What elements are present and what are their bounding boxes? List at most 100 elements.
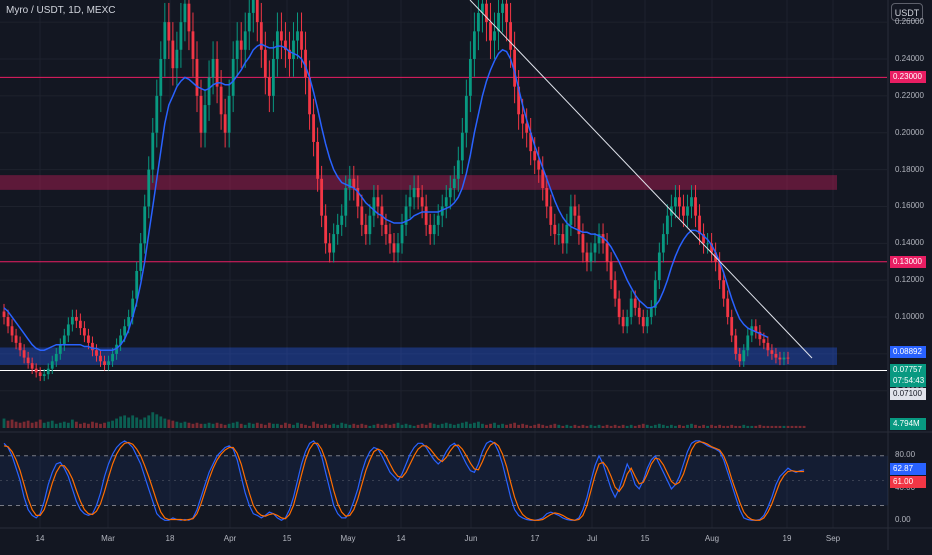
stoch-d-line [3,441,805,521]
trendline [469,0,813,359]
volume-bar [593,425,597,428]
volume-bar [219,423,223,428]
volume-bar [83,422,86,428]
candle-body [529,132,533,152]
candle-body [750,326,754,336]
volume-bar [633,425,637,428]
candle-body [541,169,545,189]
volume-bar [243,424,247,428]
candle-body [127,317,131,327]
volume-bar [645,424,649,428]
volume-bar [481,423,484,428]
candle-body [123,326,127,336]
candle-body [481,3,484,13]
candle-body [139,243,143,271]
volume-bar [448,423,452,428]
candle-body [617,298,621,318]
volume-bar [320,424,324,428]
candle-body [509,22,512,50]
candle-body [159,58,163,96]
candle-body [179,22,183,50]
volume-bar [690,423,693,428]
moving-average-line [3,43,769,351]
volume-bar [412,425,416,428]
volume-bar [629,424,633,428]
candle-body [702,234,705,244]
volume-bar [332,423,336,428]
volume-bar [416,424,420,428]
candle-body [360,206,364,225]
candle-body [95,350,98,356]
volume-bar [251,423,255,428]
volume-bar [215,422,219,428]
candle-body [653,280,657,308]
volume-bar [573,424,577,428]
candle-body [296,31,299,41]
candle-body [557,234,561,236]
candle-body [657,252,661,281]
candle-body [525,123,529,133]
volume-bar [436,424,440,428]
candle-body [155,95,159,133]
time-tick: Apr [223,534,237,543]
time-tick: 15 [282,534,292,543]
volume-bar [517,424,521,428]
chart-title[interactable]: Myro / USDT, 1D, MEXC [6,5,116,16]
candle-body [223,114,227,133]
volume-bar [34,421,38,428]
candle-body [14,335,18,343]
volume-bar [227,423,231,428]
candle-body [440,206,444,216]
volume-bar [485,424,488,428]
candle-body [207,77,211,106]
candle-body [151,132,155,170]
candle-body [766,342,770,351]
candle-body [219,86,223,115]
candle-body [54,353,58,362]
candle-body [352,178,356,189]
volume-bar [734,425,738,428]
volume-bar [179,422,183,428]
volume-bar [549,424,553,428]
volume-bar [428,422,432,428]
volume-bar [625,425,629,428]
volume-bar [674,425,677,428]
time-tick: Mar [101,534,115,543]
volume-bar [191,423,195,428]
candle-body [215,58,219,87]
candle-body [18,342,22,351]
volume-bar [199,423,203,428]
candle-body [271,58,275,96]
candle-body [593,243,597,253]
volume-bar [296,422,299,428]
volume-bar [30,422,34,428]
candle-body [227,95,231,133]
candle-body [674,197,677,207]
volume-bar [505,424,508,428]
price-tick: 0.20000 [895,127,924,137]
price-tick: 0.26000 [895,17,924,27]
volume-bar [135,417,139,428]
candle-body [758,331,762,340]
volume-bar [710,424,714,428]
candle-body [211,58,215,78]
stoch-tick: 0.00 [895,515,911,524]
candle-body [163,22,167,59]
candle-body [694,197,697,216]
volume-bar [669,424,673,428]
candle-body [501,3,504,13]
candle-body [187,3,191,32]
currency-unit-button[interactable]: USDT [891,3,923,21]
candle-body [239,40,243,50]
candle-body [372,197,376,216]
candle-body [665,215,669,235]
volume-bar [284,422,287,428]
candle-body [340,215,344,225]
volume-bar [424,424,428,428]
volume-bar [541,424,545,428]
candle-body [344,188,348,216]
candle-body [513,49,517,87]
volume-bar [328,424,332,428]
